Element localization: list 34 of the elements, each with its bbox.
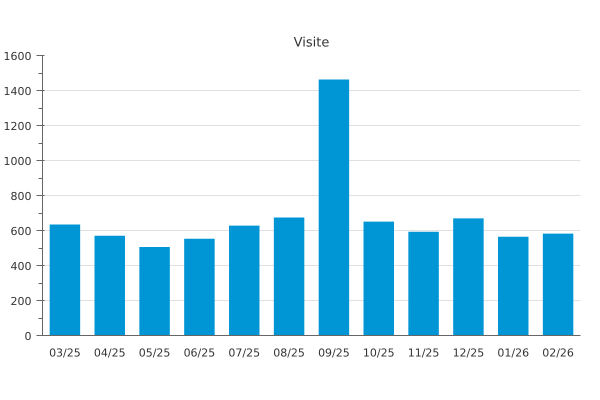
- y-tick-label: 600: [10, 225, 32, 238]
- y-tick-label: 1200: [4, 120, 32, 133]
- x-tick-label: 09/25: [318, 346, 350, 360]
- bar: [184, 238, 215, 336]
- x-tick-label: 03/25: [49, 346, 81, 360]
- y-tick-label: 1400: [4, 85, 32, 98]
- x-tick-label: 11/25: [408, 346, 440, 360]
- bar: [274, 218, 304, 336]
- x-tick-label: 07/25: [228, 346, 260, 360]
- bar: [94, 236, 125, 336]
- x-tick-label: 08/25: [273, 346, 305, 360]
- y-tick-label: 1600: [4, 50, 32, 63]
- bar: [50, 224, 80, 336]
- y-tick-label: 800: [10, 190, 32, 203]
- bar: [364, 222, 394, 336]
- x-tick-label: 02/26: [542, 346, 574, 360]
- x-tick-label: 06/25: [184, 346, 216, 360]
- bar: [408, 232, 439, 336]
- y-tick-label: 1000: [4, 155, 32, 168]
- bar: [229, 226, 260, 336]
- y-tick-label: 0: [24, 330, 32, 343]
- x-tick-label: 05/25: [138, 346, 170, 360]
- y-tick-label: 400: [10, 260, 32, 273]
- bar: [498, 236, 528, 336]
- x-tick-label: 04/25: [94, 346, 126, 360]
- chart-title: Visite: [294, 36, 330, 50]
- x-tick-label: 12/25: [452, 346, 484, 360]
- bar: [542, 234, 574, 336]
- bar: [318, 79, 350, 336]
- bar: [453, 218, 484, 336]
- x-tick-label: 10/25: [362, 346, 395, 360]
- y-tick-label: 200: [10, 295, 32, 308]
- x-tick-label: 01/26: [497, 346, 530, 360]
- bar: [139, 246, 170, 336]
